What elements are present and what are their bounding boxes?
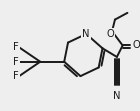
Text: F: F <box>13 42 19 52</box>
Text: O: O <box>106 29 114 39</box>
Text: N: N <box>113 91 121 101</box>
Text: F: F <box>13 71 19 81</box>
Text: F: F <box>13 57 19 67</box>
Text: N: N <box>82 29 90 39</box>
Text: O: O <box>132 40 140 50</box>
